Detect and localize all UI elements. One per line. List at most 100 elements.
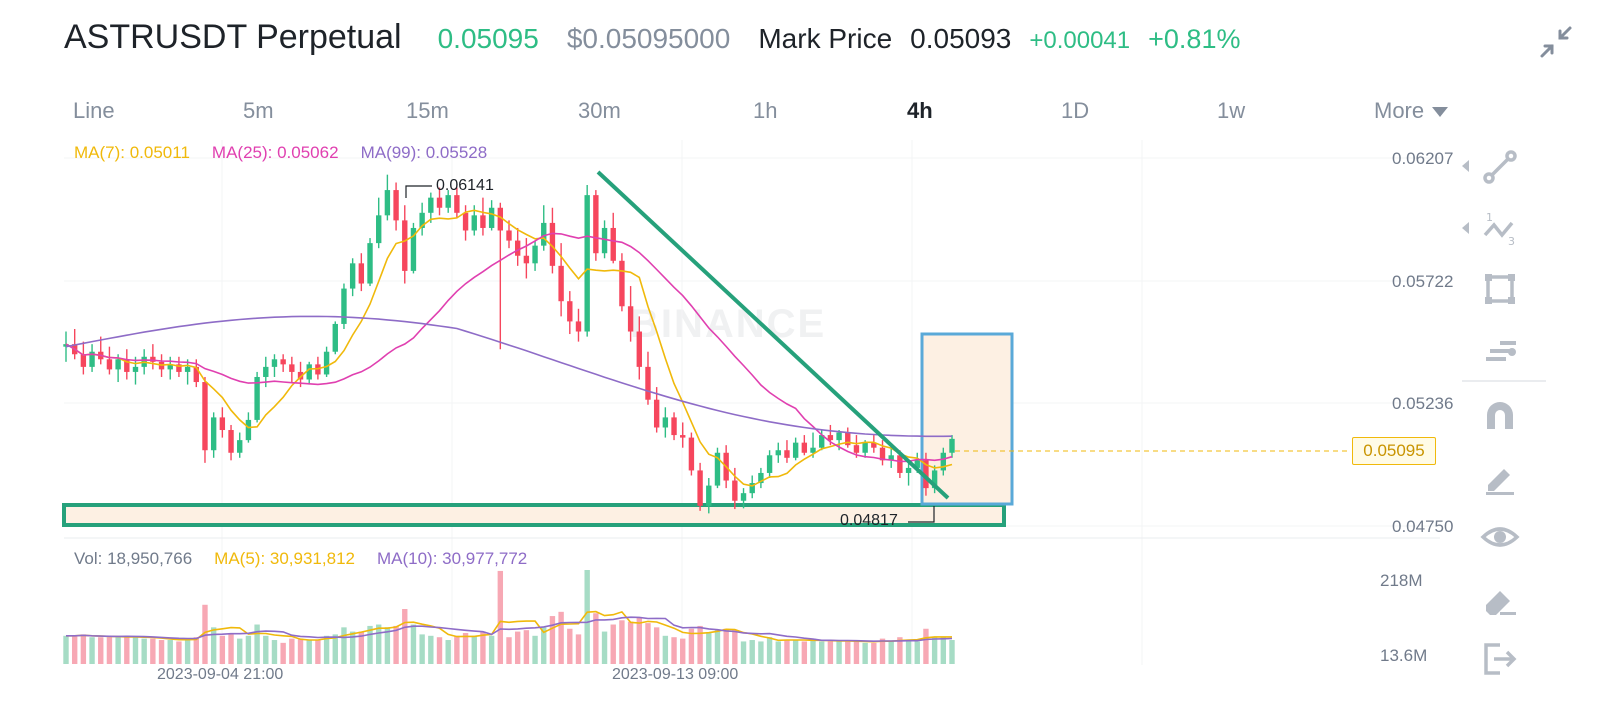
usd-price: $0.05095000 (566, 23, 731, 54)
volume-bar (237, 638, 243, 664)
more-label: More (1374, 98, 1425, 123)
candle-body (879, 447, 886, 461)
collapse-icon[interactable] (1536, 22, 1576, 62)
price-tick: 0.04750 (1392, 517, 1454, 536)
volume-bar (940, 637, 947, 664)
candle-body (697, 470, 703, 506)
candles (63, 174, 955, 514)
volume-bar (210, 627, 217, 664)
candle-body (184, 366, 191, 372)
volume-bar (106, 637, 113, 664)
tab-1w[interactable]: 1w (1217, 98, 1246, 123)
ma7-line (65, 209, 953, 487)
candle-body (819, 435, 825, 448)
pencil-icon[interactable] (1480, 457, 1520, 497)
candle-body (471, 215, 477, 231)
volume-legend: Vol: 18,950,766 MA(5): 30,931,812 MA(10)… (74, 549, 527, 569)
candle-body (219, 417, 226, 431)
candle-body (688, 437, 695, 471)
candle-body (80, 354, 87, 367)
eye-icon[interactable] (1480, 517, 1520, 557)
ma25-label: MA(25): 0.05062 (211, 143, 339, 162)
candle-body (245, 419, 252, 441)
candle-body (349, 263, 356, 289)
exit-icon[interactable] (1480, 639, 1520, 679)
time-tick: 2023-09-04 21:00 (157, 666, 284, 683)
expand-arrow-icon[interactable] (1462, 160, 1469, 172)
volume-bar (619, 620, 625, 664)
volume-bar (150, 638, 156, 664)
candle-body (323, 351, 330, 375)
volume-bar (341, 627, 347, 664)
candle-body (845, 432, 851, 446)
trend-line-icon[interactable] (1480, 147, 1520, 187)
candle-body (732, 480, 738, 501)
candle-body (106, 359, 113, 370)
volume-bar (280, 642, 286, 664)
low-annotation: 0.04817 (840, 512, 898, 529)
tab-5m[interactable]: 5m (243, 98, 274, 123)
candle-body (358, 263, 365, 284)
volume-bar (471, 635, 477, 664)
candle-body (541, 222, 547, 246)
volume-bar (376, 624, 382, 664)
candle-body (523, 255, 530, 264)
price-tick: 0.05236 (1392, 394, 1454, 413)
volume-bar (879, 638, 886, 664)
candle-body (132, 366, 139, 372)
volume-bar (558, 611, 564, 664)
volume-bar (836, 641, 842, 664)
tab-line[interactable]: Line (73, 98, 115, 123)
svg-text:3: 3 (1508, 235, 1515, 248)
expand-arrow-icon[interactable] (1462, 222, 1469, 234)
rectangle-icon[interactable] (1480, 269, 1520, 309)
ticker-header: ASTRUSDT Perpetual 0.05095 $0.05095000 M… (64, 18, 1514, 68)
volume-bar (593, 613, 599, 664)
tab-1h[interactable]: 1h (753, 98, 778, 123)
candle-body (124, 359, 130, 372)
text-icon[interactable] (1480, 331, 1520, 371)
caret-down-icon (1432, 107, 1449, 118)
tab-4h[interactable]: 4h (907, 98, 933, 123)
volume-bar (358, 631, 365, 664)
volume-bar (202, 604, 208, 664)
tab-more[interactable]: More (1374, 98, 1449, 124)
volume-bar (627, 621, 634, 664)
ma-legend: MA(7): 0.05011 MA(25): 0.05062 MA(99): 0… (74, 143, 487, 163)
price-change-pct: +0.81% (1148, 24, 1241, 54)
candle-body (150, 356, 156, 362)
price-change: +0.00041 (1029, 27, 1131, 54)
tab-1d[interactable]: 1D (1061, 98, 1090, 123)
volume-bar (488, 635, 495, 664)
volume-bar (931, 637, 938, 664)
candle-body (662, 417, 669, 428)
volume-bar (680, 638, 686, 664)
candle-body (567, 301, 573, 322)
candle-body (410, 227, 417, 271)
tab-30m[interactable]: 30m (578, 98, 621, 123)
volume-bar (819, 641, 825, 664)
last-price: 0.05095 (437, 23, 539, 54)
magnet-icon[interactable] (1480, 395, 1520, 435)
candle-body (202, 382, 208, 451)
candle-body (176, 364, 182, 372)
volume-bar (71, 635, 78, 664)
volume-bar (549, 616, 556, 664)
symbol-title[interactable]: ASTRUSDT Perpetual (64, 18, 402, 56)
volume-bar (567, 628, 573, 664)
candle-body (506, 230, 512, 241)
tab-15m[interactable]: 15m (406, 98, 449, 123)
eraser-icon[interactable] (1480, 579, 1520, 619)
volume-bar (497, 570, 504, 664)
vol-ma5-label: MA(5): 30,931,812 (214, 549, 355, 568)
volume-bar (862, 642, 868, 664)
candle-body (271, 359, 278, 367)
candle-body (115, 359, 121, 370)
volume-bar (254, 624, 260, 664)
volume-bar (332, 634, 338, 664)
candle-body (167, 364, 173, 370)
volume-bar (315, 640, 321, 664)
